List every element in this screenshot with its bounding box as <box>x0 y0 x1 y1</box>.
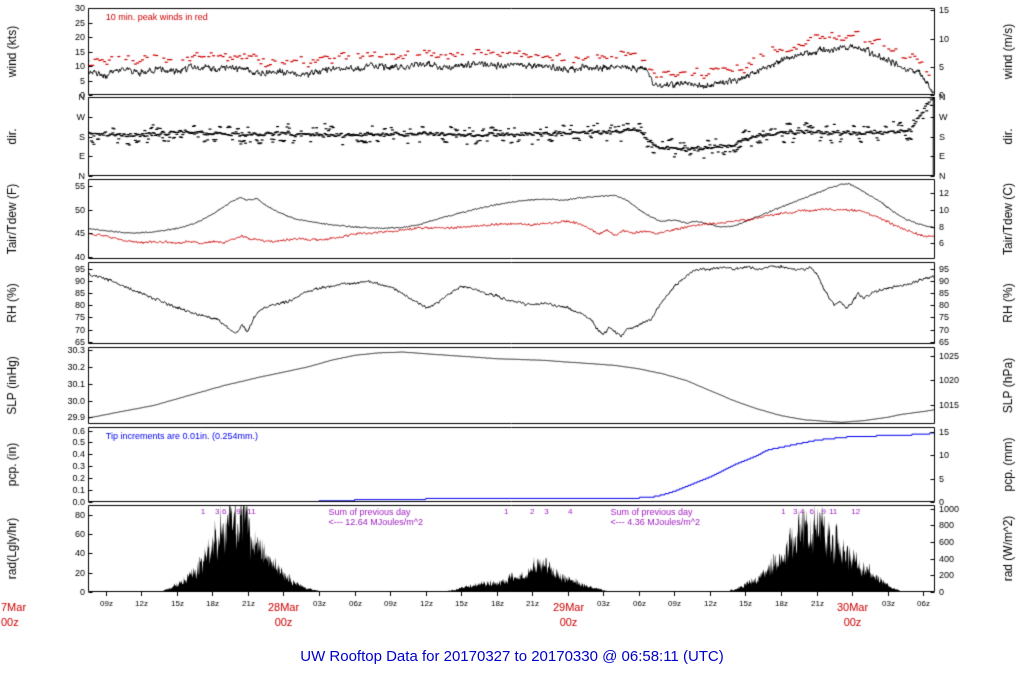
chart-title: UW Rooftop Data for 20170327 to 20170330… <box>300 648 724 665</box>
meteogram-canvas <box>0 0 1024 644</box>
